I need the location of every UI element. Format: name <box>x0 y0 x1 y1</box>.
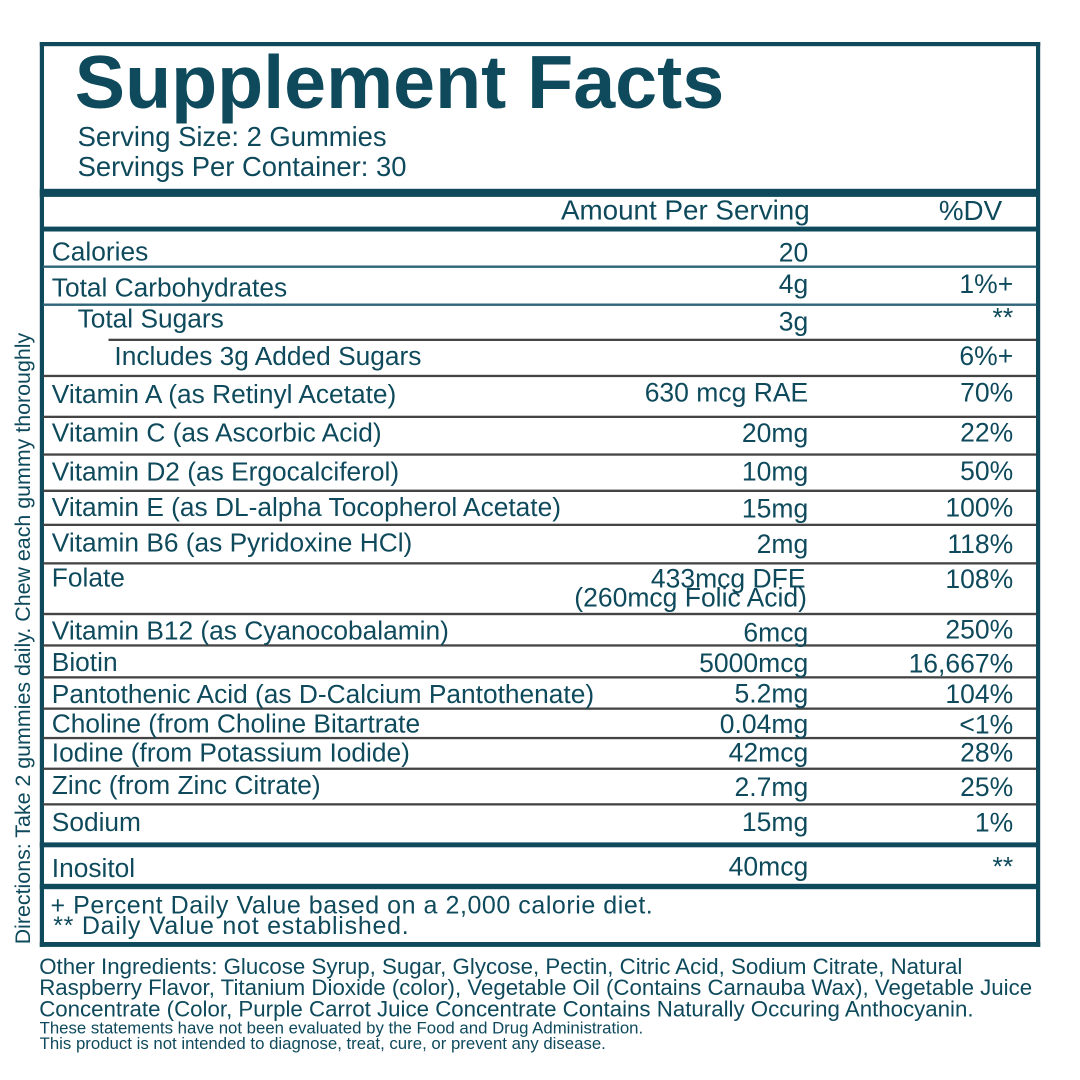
svg-text:<1%: <1% <box>959 710 1013 740</box>
svg-text:%DV: %DV <box>939 195 1003 226</box>
svg-text:Total Carbohydrates: Total Carbohydrates <box>52 272 287 302</box>
svg-text:Biotin: Biotin <box>52 647 118 677</box>
svg-text:250%: 250% <box>945 615 1013 645</box>
svg-text:3g: 3g <box>779 306 808 336</box>
svg-text:Vitamin E (as DL-alpha Tocophe: Vitamin E (as DL-alpha Tocopherol Acetat… <box>52 492 561 522</box>
svg-text:+ Percent Daily Value based on: + Percent Daily Value based on a 2,000 c… <box>51 892 654 920</box>
svg-text:6mcg: 6mcg <box>743 617 808 647</box>
svg-text:100%: 100% <box>945 493 1013 523</box>
svg-text:28%: 28% <box>960 738 1013 768</box>
svg-text:25%: 25% <box>960 772 1013 802</box>
svg-text:Choline (from Choline Bitartra: Choline (from Choline Bitartrate <box>52 708 420 738</box>
svg-text:Vitamin C (as Ascorbic Acid): Vitamin C (as Ascorbic Acid) <box>52 417 382 447</box>
svg-text:104%: 104% <box>945 679 1013 709</box>
svg-text:** Daily Value not established: ** Daily Value not established. <box>53 912 409 940</box>
svg-text:Sodium: Sodium <box>52 807 141 837</box>
svg-text:50%: 50% <box>960 456 1013 486</box>
svg-text:Vitamin A (as Retinyl Acetate): Vitamin A (as Retinyl Acetate) <box>52 379 396 409</box>
svg-text:1%: 1% <box>975 807 1013 837</box>
svg-text:1%+: 1%+ <box>959 269 1013 299</box>
svg-text:2.7mg: 2.7mg <box>735 772 809 802</box>
svg-text:Vitamin D2 (as Ergocalciferol): Vitamin D2 (as Ergocalciferol) <box>52 456 399 486</box>
svg-text:70%: 70% <box>960 378 1013 408</box>
svg-text:433mcg DFE: 433mcg DFE <box>651 564 806 594</box>
svg-text:Iodine (from Potassium Iodide): Iodine (from Potassium Iodide) <box>52 738 410 768</box>
svg-text:15mg: 15mg <box>742 493 808 523</box>
svg-text:Serving Size: 2 Gummies: Serving Size: 2 Gummies <box>78 121 387 152</box>
svg-text:Vitamin B6 (as Pyridoxine HCl): Vitamin B6 (as Pyridoxine HCl) <box>52 528 413 558</box>
svg-text:Zinc (from Zinc Citrate): Zinc (from Zinc Citrate) <box>52 770 321 800</box>
svg-text:Other Ingredients: Glucose Syr: Other Ingredients: Glucose Syrup, Sugar,… <box>39 954 962 979</box>
svg-text:This product is not intended t: This product is not intended to diagnose… <box>40 1034 606 1053</box>
svg-text:16,667%: 16,667% <box>909 648 1014 678</box>
svg-text:5000mcg: 5000mcg <box>699 648 808 678</box>
svg-text:5.2mg: 5.2mg <box>735 679 809 709</box>
svg-text:15mg: 15mg <box>742 807 808 837</box>
svg-text:Raspberry Flavor, Titanium Dio: Raspberry Flavor, Titanium Dioxide (colo… <box>39 975 1032 1000</box>
svg-text:Directions: Take 2 gummies dai: Directions: Take 2 gummies daily. Chew e… <box>11 333 35 945</box>
svg-text:630 mcg RAE: 630 mcg RAE <box>645 377 809 407</box>
svg-text:118%: 118% <box>947 529 1013 559</box>
svg-text:40mcg: 40mcg <box>729 851 809 881</box>
svg-text:Calories: Calories <box>52 236 148 266</box>
svg-text:20: 20 <box>779 238 808 268</box>
svg-text:Folate: Folate <box>52 563 125 593</box>
svg-text:20mg: 20mg <box>742 418 808 448</box>
svg-text:Concentrate (Color, Purple Car: Concentrate (Color, Purple Carrot Juice … <box>39 996 973 1021</box>
svg-text:6%+: 6%+ <box>959 341 1013 371</box>
svg-text:Supplement Facts: Supplement Facts <box>75 40 724 124</box>
svg-text:22%: 22% <box>960 418 1013 448</box>
svg-text:These statements have not been: These statements have not been evaluated… <box>40 1019 644 1038</box>
svg-text:4g: 4g <box>779 269 808 299</box>
svg-text:Includes 3g Added Sugars: Includes 3g Added Sugars <box>114 341 421 371</box>
svg-text:Pantothenic Acid (as D-Calcium: Pantothenic Acid (as D-Calcium Pantothen… <box>52 679 594 709</box>
svg-text:42mcg: 42mcg <box>729 738 809 768</box>
svg-text:(260mcg Folic Acid): (260mcg Folic Acid) <box>574 582 807 612</box>
svg-text:2mg: 2mg <box>757 529 809 559</box>
svg-text:**: ** <box>993 303 1014 333</box>
svg-text:Vitamin B12 (as Cyanocobalamin: Vitamin B12 (as Cyanocobalamin) <box>52 616 449 646</box>
svg-text:10mg: 10mg <box>742 456 808 486</box>
svg-text:Total Sugars: Total Sugars <box>78 304 224 334</box>
svg-text:Amount Per Serving: Amount Per Serving <box>561 195 810 226</box>
svg-text:Inositol: Inositol <box>52 853 135 883</box>
svg-text:108%: 108% <box>945 564 1013 594</box>
svg-text:**: ** <box>993 852 1014 882</box>
svg-text:0.04mg: 0.04mg <box>720 709 808 739</box>
svg-text:Servings Per Container: 30: Servings Per Container: 30 <box>78 151 407 182</box>
